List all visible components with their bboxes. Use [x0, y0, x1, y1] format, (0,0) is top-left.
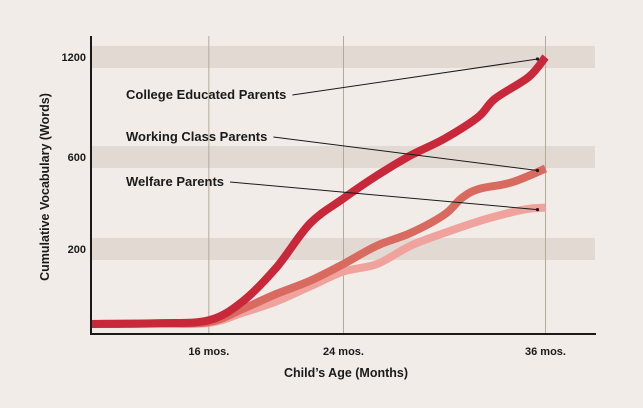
y-axis-label: Cumulative Vocabulary (Words) [38, 93, 52, 281]
leader-dot-welfare-parents [535, 208, 540, 212]
x-axis-label: Child’s Age (Months) [284, 366, 408, 380]
leader-dot-working-class-parents [535, 168, 540, 173]
x-tick-16: 16 mos. [188, 346, 229, 358]
leader-dot-college-educated-parents [535, 57, 540, 61]
axes [90, 36, 596, 335]
annotation-college-educated-parents: College Educated Parents [126, 87, 286, 102]
annotation-labels: College Educated Parents Working Class Pa… [126, 87, 286, 189]
leader-line-working-class-parents [273, 136, 538, 171]
series-lines [90, 54, 549, 328]
y-tick-labels: 200 600 1200 [62, 52, 86, 256]
series-line-welfare-parents [90, 203, 546, 328]
annotation-working-class-parents: Working Class Parents [126, 129, 267, 144]
annotation-leaders [229, 57, 540, 212]
leader-line-college-educated-parents [292, 58, 538, 96]
y-tick-600: 600 [68, 152, 86, 164]
y-tick-200: 200 [68, 244, 86, 256]
leader-line-welfare-parents [229, 181, 538, 211]
x-gridlines [208, 36, 546, 334]
x-tick-24: 24 mos. [323, 346, 364, 358]
annotation-welfare-parents: Welfare Parents [126, 174, 224, 189]
x-tick-36: 36 mos. [525, 346, 566, 358]
y-tick-1200: 1200 [62, 52, 86, 64]
x-tick-labels: 16 mos. 24 mos. 36 mos. [188, 346, 566, 358]
series-line-college-educated-parents [90, 54, 549, 328]
